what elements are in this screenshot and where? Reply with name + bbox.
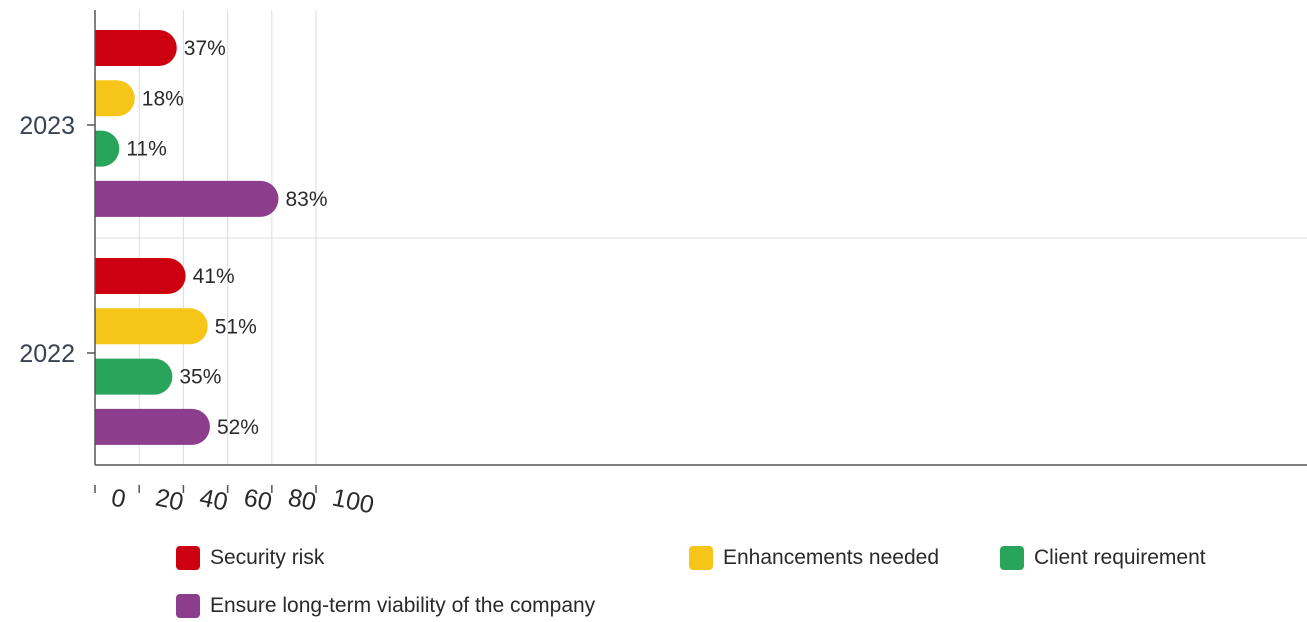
legend-label: Ensure long-term viability of the compan… bbox=[210, 594, 596, 617]
legend-item-long-term-viability[interactable]: Ensure long-term viability of the compan… bbox=[176, 591, 595, 621]
data-label: 52% bbox=[217, 416, 259, 439]
x-axis: 0 20 40 60 80 100 bbox=[94, 464, 1307, 520]
bar[interactable] bbox=[95, 358, 173, 395]
legend-item-security-risk[interactable]: Security risk bbox=[176, 543, 324, 573]
legend-label: Enhancements needed bbox=[723, 546, 939, 569]
x-tick-label: 20 bbox=[153, 483, 186, 516]
y-axis: 2023 2022 bbox=[19, 10, 96, 465]
legend: Security risk Enhancements needed Client… bbox=[176, 540, 1276, 620]
legend-item-enhancements-needed[interactable]: Enhancements needed bbox=[689, 543, 939, 573]
legend-item-client-requirement[interactable]: Client requirement bbox=[1000, 543, 1206, 573]
bar[interactable] bbox=[95, 130, 120, 167]
x-tick-label: 60 bbox=[241, 483, 274, 516]
bar[interactable] bbox=[95, 408, 210, 445]
bar[interactable] bbox=[95, 308, 208, 345]
data-label: 83% bbox=[285, 188, 327, 211]
data-label: 37% bbox=[184, 37, 226, 60]
data-label: 18% bbox=[142, 87, 184, 110]
data-label: 41% bbox=[193, 265, 235, 288]
data-label: 11% bbox=[126, 138, 166, 161]
y-tick-label: 2022 bbox=[19, 340, 75, 368]
x-tick-label: 40 bbox=[197, 483, 230, 516]
x-tick-label: 80 bbox=[286, 483, 319, 516]
legend-swatch bbox=[1000, 546, 1024, 570]
legend-label: Client requirement bbox=[1034, 546, 1206, 569]
gridlines bbox=[95, 10, 1307, 465]
legend-label: Security risk bbox=[210, 546, 325, 569]
bar[interactable] bbox=[95, 30, 177, 66]
data-label: 51% bbox=[215, 315, 257, 338]
bar[interactable] bbox=[95, 258, 186, 294]
legend-swatch bbox=[176, 594, 200, 618]
data-labels: 37% 18% 11% 83% 41% 51% 35% 52% bbox=[126, 37, 327, 439]
y-tick-label: 2023 bbox=[19, 112, 75, 140]
bar[interactable] bbox=[95, 180, 279, 217]
bar[interactable] bbox=[95, 80, 135, 117]
legend-swatch bbox=[689, 546, 713, 570]
x-tick-label: 0 bbox=[109, 483, 128, 513]
bars bbox=[95, 30, 279, 445]
x-tick-label: 100 bbox=[330, 483, 377, 519]
legend-swatch bbox=[176, 546, 200, 570]
bar-chart: 37% 18% 11% 83% 41% 51% 35% 52% 2023 2022 0 20 40 6… bbox=[19, 10, 1307, 520]
data-label: 35% bbox=[179, 366, 221, 389]
